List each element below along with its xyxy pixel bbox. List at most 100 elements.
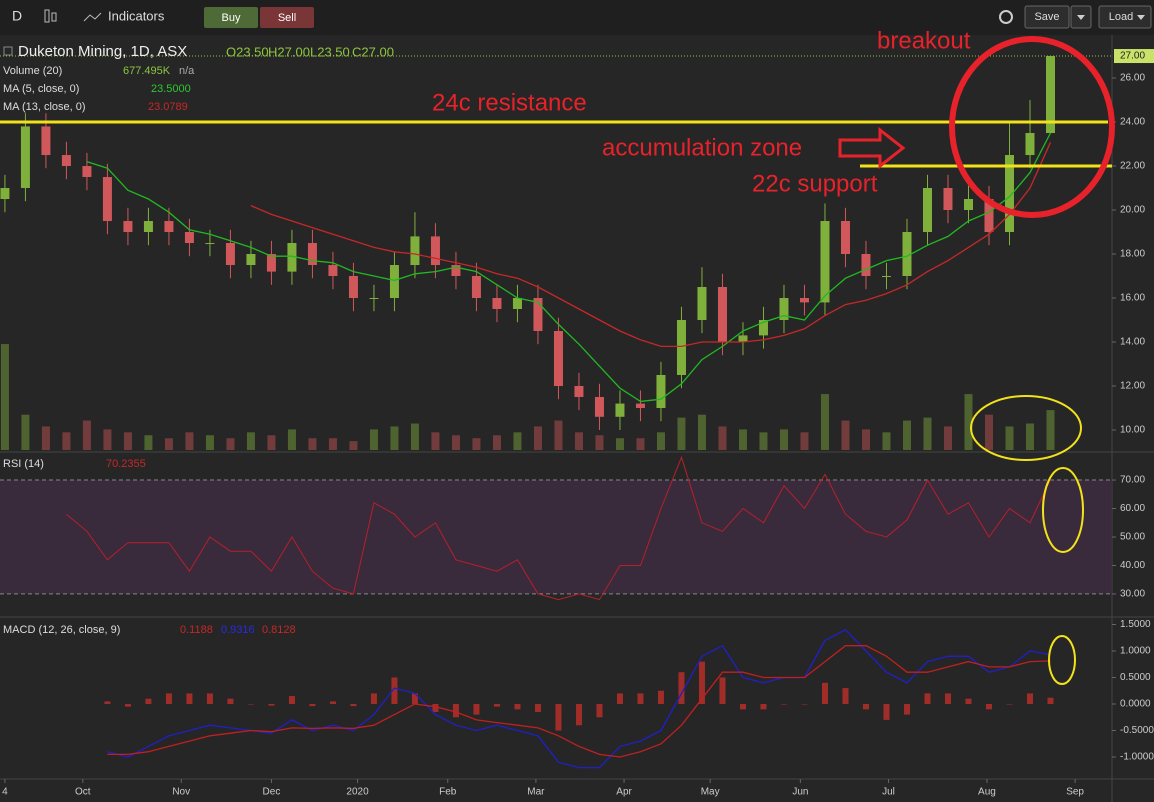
candle-body — [779, 298, 789, 320]
volume-bar — [1046, 410, 1055, 450]
histogram-bar — [370, 693, 377, 705]
volume-bar — [1025, 423, 1034, 450]
volume-bar — [103, 429, 112, 450]
volume-bar — [123, 432, 132, 450]
indicators-icon[interactable] — [83, 12, 102, 22]
candle-body — [348, 276, 358, 299]
volume-bar — [62, 432, 71, 450]
histogram-bar — [411, 693, 418, 705]
volume-bar — [656, 432, 665, 450]
volume-bar — [492, 435, 501, 450]
y-tick-label: 18.00 — [1120, 249, 1145, 260]
volume-bar — [718, 426, 727, 450]
volume-highlight — [970, 395, 1082, 461]
last-price-label: 27.00 — [1120, 51, 1145, 62]
ohlc-close: C27.00 — [352, 44, 394, 59]
buy-button[interactable] — [204, 7, 258, 28]
histogram-bar — [1026, 693, 1033, 705]
volume-bar — [759, 432, 768, 450]
histogram-bar — [165, 693, 172, 705]
histogram-bar — [268, 704, 275, 706]
volume-bar — [21, 414, 30, 450]
volume-bar — [574, 432, 583, 450]
histogram-bar — [596, 704, 603, 718]
volume-bar — [164, 438, 173, 450]
histogram-bar — [1006, 704, 1013, 705]
candle-body — [1025, 133, 1035, 156]
volume-bar — [533, 426, 542, 450]
volume-bar — [185, 432, 194, 450]
candle-body — [984, 199, 994, 233]
x-tick-label: Mar — [527, 787, 545, 798]
arrow — [838, 126, 906, 170]
load-button[interactable] — [1098, 5, 1152, 29]
volume-bar — [390, 426, 399, 450]
volume-bar — [861, 429, 870, 450]
y-tick-label: 26.00 — [1120, 73, 1145, 84]
macd-legend: MACD (12, 26, close, 9) — [3, 624, 120, 636]
volume-bar — [738, 429, 747, 450]
candle-body — [164, 221, 174, 233]
candle-body — [820, 221, 830, 303]
line-signal — [107, 645, 1051, 758]
interval-button[interactable]: D — [12, 8, 22, 24]
histogram-bar — [657, 690, 664, 705]
y-tick-label: 10.00 — [1120, 425, 1145, 436]
candle-body — [963, 199, 973, 211]
histogram-bar — [227, 698, 234, 705]
candle-body — [389, 265, 399, 299]
candle-body — [430, 236, 440, 266]
candle-body — [266, 254, 276, 272]
volume-bar — [697, 414, 706, 450]
candle-body — [840, 221, 850, 255]
settings-button[interactable] — [999, 10, 1013, 24]
rsi-highlight — [1042, 467, 1084, 553]
volume-bar — [144, 435, 153, 450]
histogram-bar — [903, 704, 910, 715]
volume-bar — [677, 417, 686, 450]
ma5-value: 23.5000 — [151, 83, 191, 95]
candle-body — [922, 188, 932, 233]
candle-body — [943, 188, 953, 211]
x-tick-label: Dec — [263, 787, 281, 798]
candle-body — [799, 298, 809, 303]
candle-type-icon[interactable] — [44, 9, 57, 23]
sell-button[interactable] — [260, 7, 314, 28]
candle-body — [881, 276, 891, 278]
volume-bar — [943, 426, 952, 450]
indicators-button[interactable]: Indicators — [108, 8, 165, 23]
candle-body — [41, 126, 51, 156]
histogram-bar — [493, 704, 500, 707]
y-tick-label: 22.00 — [1120, 161, 1145, 172]
histogram-bar — [862, 704, 869, 710]
y-tick-label: -0.5000 — [1120, 725, 1154, 736]
candle-body — [553, 330, 563, 386]
collapse-icon[interactable] — [3, 46, 13, 56]
y-tick-label: -1.0000 — [1120, 752, 1154, 763]
histogram-bar — [616, 693, 623, 705]
candle-body — [82, 166, 92, 178]
buy-label[interactable]: Buy — [222, 12, 241, 24]
candle-body — [574, 385, 584, 397]
histogram-bar — [760, 704, 767, 710]
ohlc-open: O23.50 — [226, 44, 269, 59]
load-label[interactable]: Load — [1109, 11, 1133, 23]
ma5-legend: MA (5, close, 0) — [3, 83, 79, 95]
x-tick-label: Sep — [1066, 787, 1084, 798]
line-macd — [107, 629, 1051, 769]
x-tick-label: Feb — [439, 787, 457, 798]
save-label[interactable]: Save — [1034, 11, 1059, 23]
save-button[interactable] — [1024, 5, 1070, 29]
histogram-bar — [309, 704, 316, 707]
candle-body — [369, 298, 379, 300]
candle-body — [143, 221, 153, 233]
histogram-bar — [104, 701, 111, 705]
sell-label[interactable]: Sell — [278, 12, 296, 24]
annotation: 22c support — [752, 170, 878, 197]
volume-bar — [226, 438, 235, 450]
volume-bar — [615, 438, 624, 450]
volume-bar — [841, 420, 850, 450]
volume-bar — [205, 435, 214, 450]
histogram-bar — [801, 704, 808, 705]
